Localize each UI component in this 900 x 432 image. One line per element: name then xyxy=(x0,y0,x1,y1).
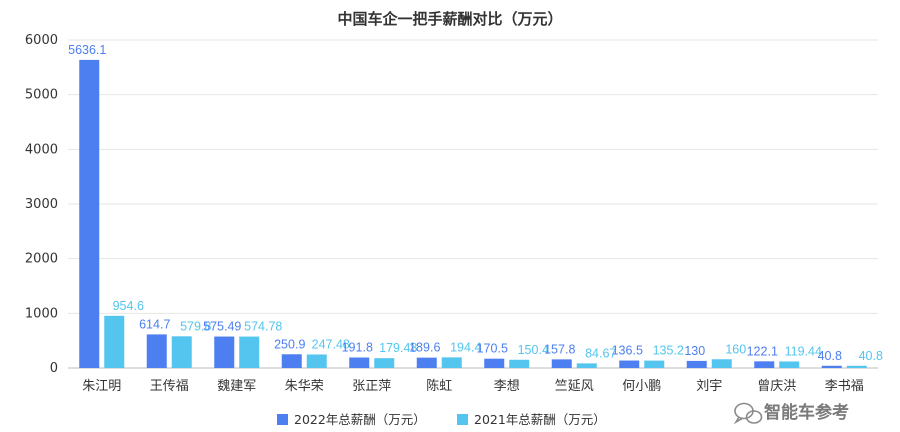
data-label-2021: 954.6 xyxy=(113,299,144,313)
x-category-label: 朱华荣 xyxy=(285,379,324,394)
chart-title: 中国车企一把手薪酬对比（万元） xyxy=(337,10,562,28)
data-label-2021: 179.48 xyxy=(379,341,417,355)
x-category-label: 竺延风 xyxy=(555,379,594,394)
wechat-icon xyxy=(733,402,763,425)
bar-2022 xyxy=(146,334,167,368)
y-tick-label: 4000 xyxy=(25,142,58,157)
bar-2022 xyxy=(484,358,505,368)
x-category-label: 李书福 xyxy=(825,379,864,394)
data-label-2021: 160 xyxy=(725,342,746,356)
data-label-2022: 157.8 xyxy=(544,342,575,356)
x-category-label: 曾庆洪 xyxy=(757,379,796,394)
data-label-2022: 5636.1 xyxy=(68,43,106,57)
data-label-2021: 40.8 xyxy=(859,349,883,363)
watermark-text: 智能车参考 xyxy=(764,402,849,423)
bars xyxy=(79,59,867,369)
data-label-2021: 574.78 xyxy=(244,320,282,334)
bar-2021 xyxy=(171,336,192,368)
legend-swatch-2022 xyxy=(277,414,288,425)
x-category-label: 魏建军 xyxy=(217,379,256,394)
x-category-label: 李想 xyxy=(494,378,520,394)
x-category-label: 何小鹏 xyxy=(622,378,661,394)
bar-2021 xyxy=(239,336,260,368)
watermark: 智能车参考 xyxy=(733,402,849,425)
bar-2021 xyxy=(441,357,462,368)
data-label-2022: 136.5 xyxy=(612,344,643,358)
legend: 2022年总薪酬（万元） 2021年总薪酬（万元） xyxy=(277,412,606,427)
y-tick-label: 1000 xyxy=(25,306,58,321)
data-label-2021: 247.48 xyxy=(312,337,350,351)
bar-2021 xyxy=(711,359,732,368)
data-label-2022: 250.9 xyxy=(274,337,305,351)
data-label-2021: 579.8 xyxy=(180,319,211,333)
bar-2021 xyxy=(779,361,800,368)
bar-2021 xyxy=(374,358,395,368)
bar-2022 xyxy=(619,360,640,368)
y-tick-label: 0 xyxy=(50,361,58,376)
legend-label-2021: 2021年总薪酬（万元） xyxy=(474,412,606,427)
data-label-2022: 130 xyxy=(684,344,705,358)
data-label-2021: 84.67 xyxy=(585,346,616,360)
bar-2021 xyxy=(846,365,867,368)
bar-2021 xyxy=(306,354,327,368)
data-label-2022: 40.8 xyxy=(818,349,842,363)
bar-2021 xyxy=(576,363,597,368)
data-label-2021: 194.4 xyxy=(450,340,481,354)
bar-2022 xyxy=(416,357,437,368)
bar-2021 xyxy=(644,360,665,368)
bar-2022 xyxy=(754,361,775,368)
bar-2022 xyxy=(281,354,302,368)
data-label-2022: 189.6 xyxy=(409,341,440,355)
legend-swatch-2021 xyxy=(457,414,468,425)
grid-lines xyxy=(68,39,878,369)
data-label-2022: 575.49 xyxy=(203,320,241,334)
data-label-2021: 119.44 xyxy=(785,344,822,358)
y-tick-label: 3000 xyxy=(25,197,58,212)
data-label-2022: 191.8 xyxy=(342,341,373,355)
data-label-2021: 150.4 xyxy=(518,343,549,357)
y-tick-label: 6000 xyxy=(25,33,58,48)
data-label-2022: 170.5 xyxy=(477,342,508,356)
x-category-label: 王传福 xyxy=(150,379,189,394)
bar-2022 xyxy=(821,365,842,368)
data-label-2021: 135.2 xyxy=(653,344,684,358)
x-category-label: 张正萍 xyxy=(352,379,391,394)
data-label-2022: 614.7 xyxy=(139,317,170,331)
bar-2022 xyxy=(551,359,572,368)
bar-2022 xyxy=(214,336,235,368)
bar-2022 xyxy=(349,357,370,368)
legend-label-2022: 2022年总薪酬（万元） xyxy=(294,412,426,427)
y-axis: 0 1000 2000 3000 4000 5000 6000 xyxy=(25,33,58,376)
y-tick-label: 2000 xyxy=(25,252,58,267)
x-category-label: 刘宇 xyxy=(696,379,722,394)
x-category-label: 陈虹 xyxy=(426,378,452,394)
x-category-label: 朱江明 xyxy=(82,379,121,394)
x-axis: 朱江明 王传福 魏建军 朱华荣 张正萍 陈虹 李想 竺延风 何小鹏 刘宇 曾庆洪 李书福 xyxy=(82,378,864,394)
bar-2021 xyxy=(509,359,530,368)
bar-2021 xyxy=(104,315,125,368)
bar-2022 xyxy=(79,59,100,369)
data-label-2022: 122.1 xyxy=(747,344,778,358)
y-tick-label: 5000 xyxy=(25,88,58,103)
bar-2022 xyxy=(686,360,707,368)
